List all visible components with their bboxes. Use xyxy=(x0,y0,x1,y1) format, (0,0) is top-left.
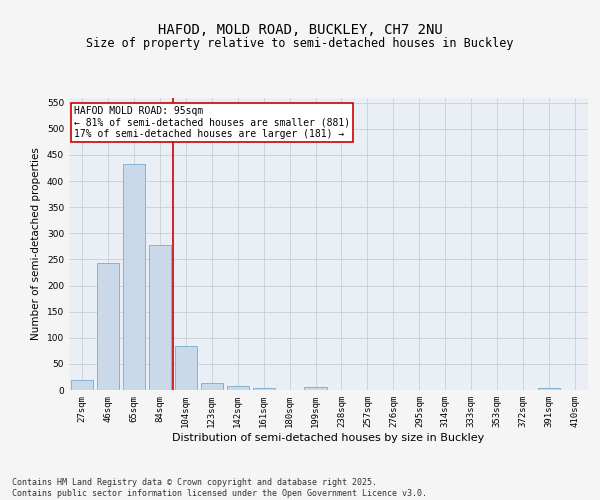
Bar xyxy=(71,380,93,390)
Text: HAFOD MOLD ROAD: 95sqm
← 81% of semi-detached houses are smaller (881)
17% of se: HAFOD MOLD ROAD: 95sqm ← 81% of semi-det… xyxy=(74,106,350,140)
Y-axis label: Number of semi-detached properties: Number of semi-detached properties xyxy=(31,148,41,340)
Bar xyxy=(227,386,249,390)
Bar xyxy=(538,388,560,390)
Bar xyxy=(200,383,223,390)
Bar xyxy=(304,388,326,390)
Bar xyxy=(253,388,275,390)
Bar xyxy=(97,263,119,390)
Text: Contains HM Land Registry data © Crown copyright and database right 2025.
Contai: Contains HM Land Registry data © Crown c… xyxy=(12,478,427,498)
Bar xyxy=(149,246,171,390)
Bar xyxy=(175,346,197,390)
Bar xyxy=(123,164,145,390)
Text: Size of property relative to semi-detached houses in Buckley: Size of property relative to semi-detach… xyxy=(86,38,514,51)
Text: HAFOD, MOLD ROAD, BUCKLEY, CH7 2NU: HAFOD, MOLD ROAD, BUCKLEY, CH7 2NU xyxy=(158,22,442,36)
X-axis label: Distribution of semi-detached houses by size in Buckley: Distribution of semi-detached houses by … xyxy=(172,432,485,442)
